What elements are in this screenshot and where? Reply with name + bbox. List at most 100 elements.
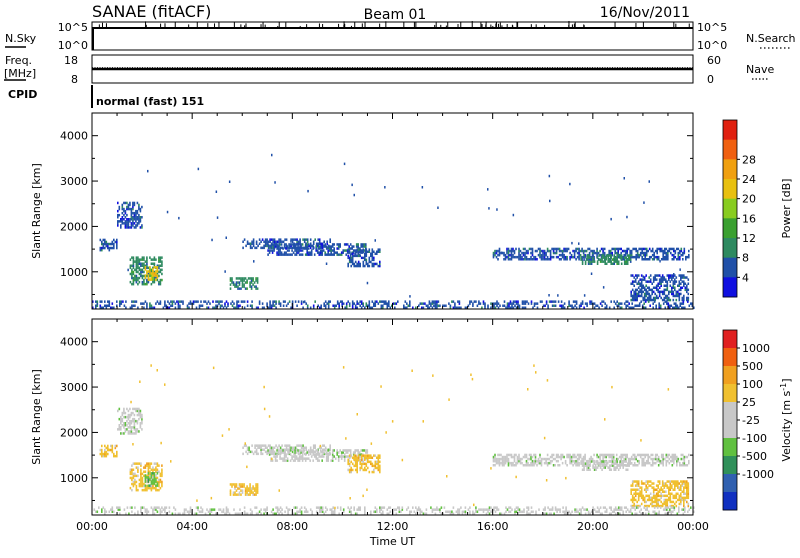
data-cell bbox=[110, 449, 112, 452]
data-cell bbox=[603, 300, 605, 303]
data-cell bbox=[632, 480, 634, 483]
data-cell bbox=[409, 295, 411, 298]
data-cell bbox=[613, 248, 615, 251]
data-cell bbox=[350, 506, 352, 509]
data-cell bbox=[323, 444, 325, 447]
freq-tick-bottom: 8 bbox=[71, 73, 78, 86]
data-cell bbox=[282, 253, 284, 256]
data-cell bbox=[351, 184, 353, 187]
data-cell bbox=[643, 252, 645, 255]
data-cell bbox=[316, 506, 318, 509]
data-cell bbox=[301, 444, 303, 447]
data-cell bbox=[541, 458, 543, 461]
data-cell bbox=[169, 506, 171, 509]
data-cell bbox=[617, 248, 619, 251]
data-cell bbox=[511, 462, 513, 465]
data-cell bbox=[625, 511, 627, 514]
data-cell bbox=[151, 506, 153, 509]
data-cell bbox=[553, 300, 555, 303]
data-cell bbox=[155, 266, 157, 269]
data-cell bbox=[115, 241, 117, 244]
data-cell bbox=[496, 300, 498, 303]
data-cell bbox=[659, 480, 661, 483]
data-cell bbox=[145, 283, 147, 286]
data-cell bbox=[555, 305, 557, 308]
data-cell bbox=[652, 511, 654, 514]
data-cell bbox=[123, 222, 125, 225]
data-cell bbox=[146, 256, 148, 259]
data-cell bbox=[161, 511, 163, 514]
data-cell bbox=[245, 451, 247, 454]
data-cell bbox=[385, 431, 387, 434]
data-cell bbox=[624, 506, 626, 509]
data-cell bbox=[220, 300, 222, 303]
data-cell bbox=[305, 238, 307, 241]
cpid-text: normal (fast) 151 bbox=[96, 95, 204, 108]
data-cell bbox=[145, 266, 147, 269]
data-cell bbox=[598, 252, 600, 255]
data-cell bbox=[515, 256, 517, 259]
data-cell bbox=[349, 454, 351, 457]
data-cell bbox=[282, 449, 284, 452]
data-cell bbox=[644, 454, 646, 457]
data-cell bbox=[646, 454, 648, 457]
data-cell bbox=[557, 464, 559, 467]
data-cell bbox=[676, 493, 678, 496]
data-cell bbox=[557, 294, 559, 297]
data-cell bbox=[384, 300, 386, 303]
data-cell bbox=[533, 460, 535, 463]
data-cell bbox=[588, 464, 590, 467]
data-cell bbox=[640, 248, 642, 251]
data-cell bbox=[376, 508, 378, 511]
data-cell bbox=[365, 449, 367, 452]
data-cell bbox=[381, 305, 383, 308]
data-cell bbox=[269, 238, 271, 241]
data-cell bbox=[307, 238, 309, 241]
data-cell bbox=[669, 248, 671, 251]
data-cell bbox=[299, 253, 301, 256]
data-cell bbox=[676, 480, 678, 483]
data-cell bbox=[167, 211, 169, 214]
data-cell bbox=[529, 458, 531, 461]
data-cell bbox=[366, 248, 368, 251]
data-cell bbox=[101, 241, 103, 244]
data-cell bbox=[561, 305, 563, 308]
data-cell bbox=[668, 302, 670, 305]
data-cell bbox=[244, 506, 246, 509]
data-cell bbox=[182, 300, 184, 303]
data-cell bbox=[122, 216, 124, 219]
data-cell bbox=[282, 457, 284, 460]
data-cell bbox=[356, 243, 358, 246]
data-cell bbox=[562, 506, 564, 509]
data-cell bbox=[493, 464, 495, 467]
data-cell bbox=[359, 300, 361, 303]
data-cell bbox=[170, 305, 172, 308]
data-cell bbox=[131, 477, 133, 480]
data-cell bbox=[158, 479, 160, 482]
data-cell bbox=[672, 511, 674, 514]
data-cell bbox=[514, 300, 516, 303]
data-cell bbox=[185, 508, 187, 511]
data-cell bbox=[143, 256, 145, 259]
data-cell bbox=[607, 454, 609, 457]
data-cell bbox=[342, 449, 344, 452]
data-cell bbox=[598, 508, 600, 511]
data-cell bbox=[674, 495, 676, 498]
data-cell bbox=[132, 202, 134, 205]
data-cell bbox=[433, 508, 435, 511]
data-cell bbox=[272, 300, 274, 303]
data-cell bbox=[685, 276, 687, 279]
data-cell bbox=[131, 305, 133, 308]
data-cell bbox=[665, 506, 667, 509]
data-cell bbox=[379, 454, 381, 457]
data-cell bbox=[583, 456, 585, 459]
data-cell bbox=[320, 449, 322, 452]
data-cell bbox=[107, 453, 109, 456]
data-cell bbox=[610, 469, 612, 472]
data-cell bbox=[151, 469, 153, 472]
data-cell bbox=[613, 300, 615, 303]
data-cell bbox=[516, 300, 518, 303]
data-cell bbox=[146, 279, 148, 282]
data-cell bbox=[130, 265, 132, 268]
data-cell bbox=[126, 408, 128, 411]
